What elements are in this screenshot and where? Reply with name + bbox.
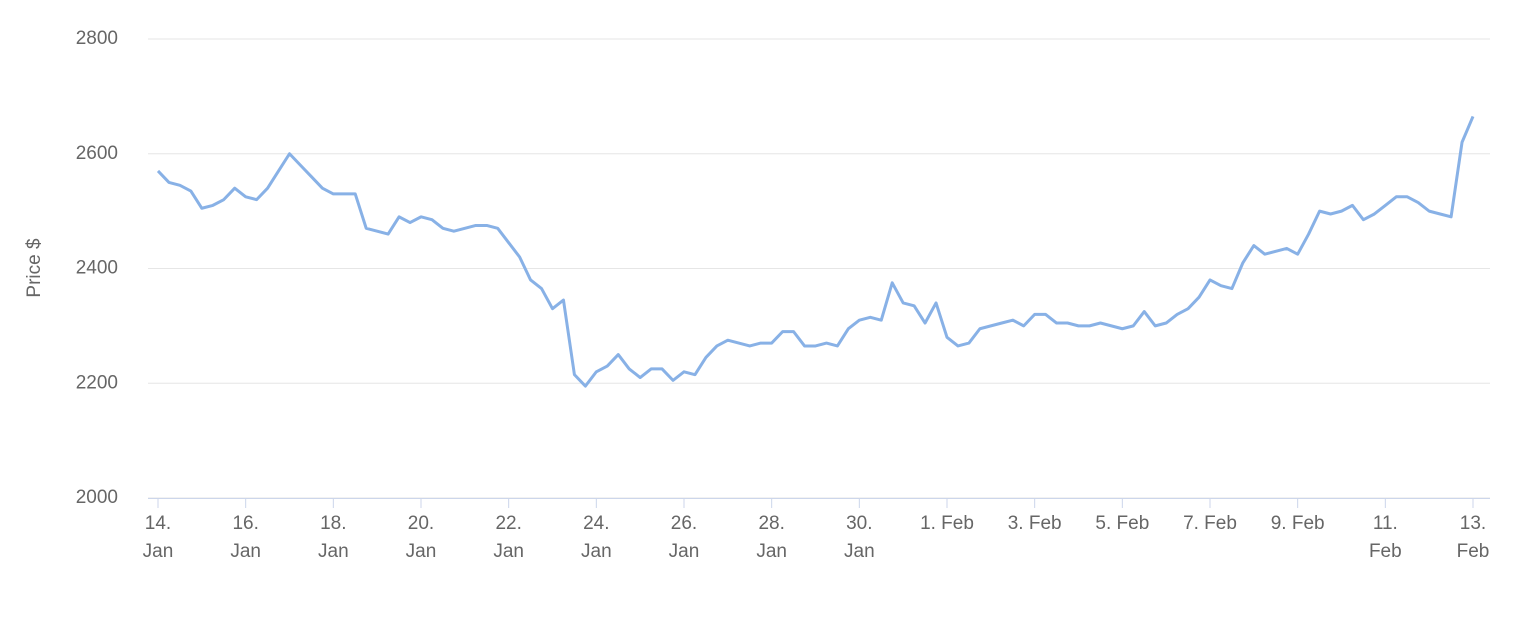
x-tick-label-box: 20. Jan	[405, 513, 437, 562]
y-axis-label: Price $	[24, 238, 45, 298]
x-tick-label-box: 1. Feb	[920, 513, 974, 534]
x-tick-label-box: 24. Jan	[581, 513, 612, 562]
x-tick-label-box: 11. Feb	[1368, 513, 1402, 562]
x-tick-label: 30. Jan	[844, 513, 875, 562]
x-tick-label: 22. Jan	[493, 513, 524, 562]
y-tick-label: 2600	[76, 143, 118, 164]
x-tick-label: 11. Feb	[1368, 513, 1402, 562]
x-tick-label: 9. Feb	[1270, 513, 1325, 534]
x-tick-label: 18. Jan	[318, 513, 349, 562]
x-tick-label-box: 5. Feb	[1095, 513, 1150, 534]
x-tick-label: 1. Feb	[920, 513, 974, 534]
y-tick-label: 2400	[76, 258, 118, 279]
x-tick-label: 16. Jan	[230, 513, 261, 562]
x-tick-label-box: 18. Jan	[318, 513, 349, 562]
x-tick-label-box: 3. Feb	[1007, 513, 1062, 534]
x-tick-label-box: 26. Jan	[668, 513, 700, 562]
x-tick-label: 14. Jan	[142, 513, 174, 562]
x-tick-label-box: 9. Feb	[1270, 513, 1325, 534]
x-tick-label-box: 13. Feb	[1456, 513, 1490, 562]
x-tick-label-box: 22. Jan	[493, 513, 524, 562]
y-tick-label: 2200	[76, 372, 118, 393]
price-line	[156, 115, 1475, 388]
y-tick-label: 2800	[76, 28, 118, 49]
x-tick-label-box: 30. Jan	[844, 513, 875, 562]
x-tick-label: 20. Jan	[405, 513, 437, 562]
x-tick-label: 3. Feb	[1007, 513, 1062, 534]
x-tick-label: 7. Feb	[1183, 513, 1237, 534]
x-tick-label-box: 28. Jan	[756, 513, 787, 562]
x-tick-label-box: 16. Jan	[230, 513, 261, 562]
x-tick-label-box: 7. Feb	[1183, 513, 1237, 534]
x-tick-label-box: 14. Jan	[142, 513, 174, 562]
y-tick-label: 2000	[76, 487, 118, 508]
x-tick-label: 5. Feb	[1095, 513, 1150, 534]
x-tick-label: 13. Feb	[1456, 513, 1490, 562]
x-tick-label: 28. Jan	[756, 513, 787, 562]
x-tick-label: 26. Jan	[668, 513, 700, 562]
x-tick-label: 24. Jan	[581, 513, 612, 562]
